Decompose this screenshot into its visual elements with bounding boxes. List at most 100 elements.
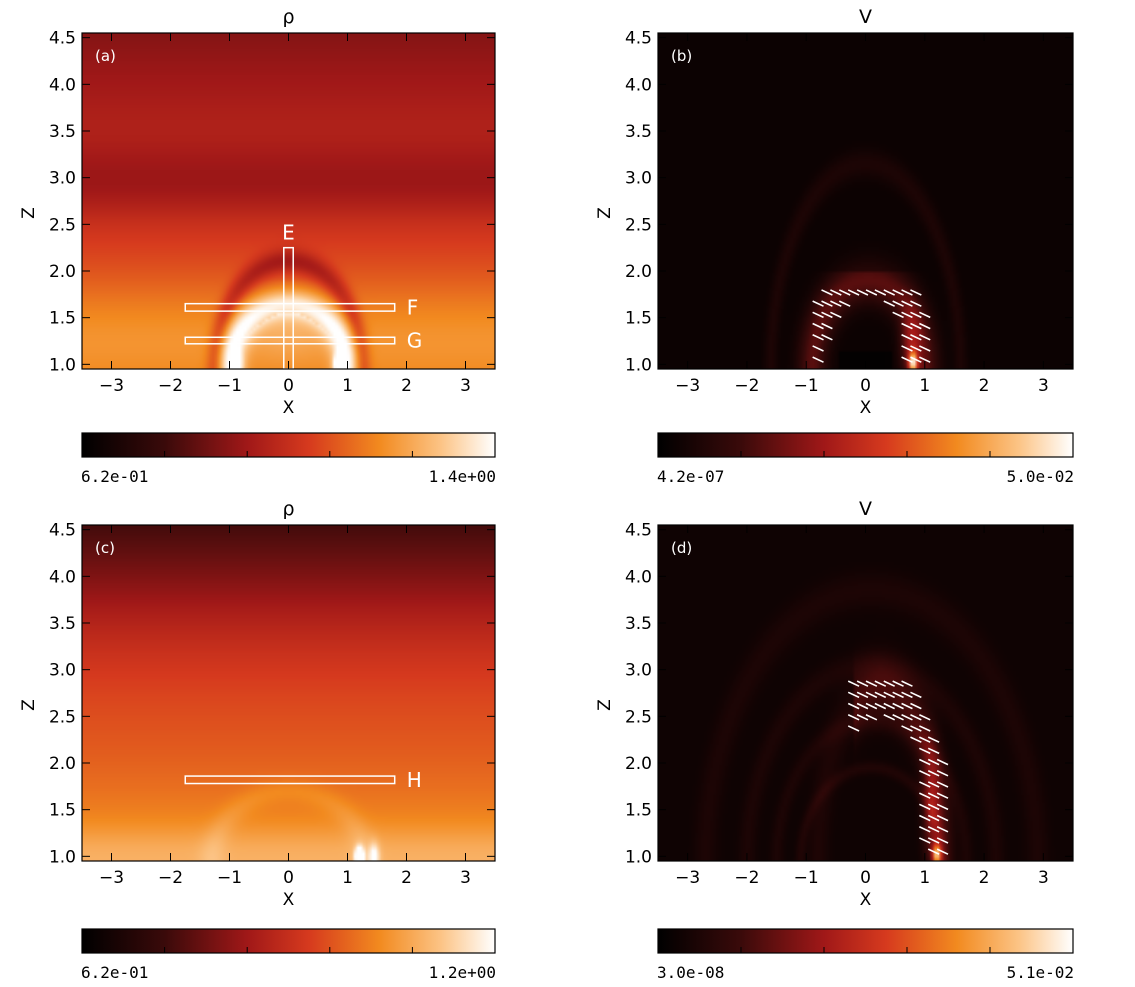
x-tick-label: 3: [1038, 868, 1049, 888]
y-tick-label: 2.0: [49, 262, 76, 282]
colorbar: [81, 928, 496, 954]
velocity-arrow: [812, 334, 824, 341]
velocity-arrow: [910, 289, 922, 296]
heatmap-image: [82, 525, 495, 861]
y-tick-label: 4.5: [49, 521, 76, 541]
y-tick-label: 4.0: [625, 567, 652, 587]
y-tick-label: 3.5: [625, 614, 652, 634]
panel-title: ρ: [282, 6, 294, 28]
velocity-arrow: [927, 758, 940, 766]
colorbar: [81, 432, 496, 458]
velocity-arrow: [901, 289, 913, 296]
velocity-arrow: [927, 848, 940, 855]
x-tick-label: 1: [342, 868, 353, 888]
x-tick-label: −1: [217, 376, 242, 396]
velocity-arrow: [901, 702, 913, 710]
velocity-arrow: [910, 311, 922, 319]
y-tick-label: 3.5: [49, 614, 76, 634]
x-tick-label: −3: [99, 868, 124, 888]
velocity-arrow: [919, 814, 931, 822]
velocity-arrow: [936, 758, 949, 766]
colorbar-min-label: 4.2e-07: [657, 467, 724, 486]
y-tick-label: 3.0: [625, 661, 652, 681]
y-tick-label: 3.0: [625, 169, 652, 189]
velocity-arrow: [865, 680, 878, 687]
heatmap-image: [658, 525, 1073, 861]
velocity-arrow: [883, 691, 895, 699]
x-tick-label: −2: [158, 868, 183, 888]
y-tick-label: 2.0: [49, 754, 76, 774]
region-box-g: [184, 336, 396, 345]
y-axis-label: Z: [595, 207, 615, 219]
region-label-e: E: [282, 221, 295, 245]
velocity-arrow: [936, 803, 949, 811]
velocity-arrow: [919, 826, 931, 833]
x-tick-label: 0: [860, 376, 871, 396]
panel-d: V (d) −3 −2 −1 0 1 2 3 1.0 1.5 2.0 2.5 3.0 3.5 4.0 4.5 X Z…: [595, 498, 1074, 982]
velocity-arrow: [919, 725, 931, 732]
velocity-arrow: [883, 289, 895, 296]
y-tick-label: 3.5: [49, 122, 76, 142]
velocity-arrow: [919, 747, 931, 755]
x-tick-label: 3: [1038, 376, 1049, 396]
velocity-arrow: [919, 311, 931, 319]
region-box-f: [184, 302, 396, 312]
velocity-arrow: [812, 311, 824, 319]
velocity-arrow: [892, 289, 904, 296]
y-tick-label: 1.5: [625, 309, 652, 329]
velocity-arrow: [919, 758, 931, 766]
y-tick-label: 2.0: [625, 262, 652, 282]
velocity-arrow: [910, 691, 922, 699]
x-tick-label: 2: [979, 376, 990, 396]
velocity-arrow: [901, 334, 913, 341]
velocity-arrow: [919, 837, 931, 844]
velocity-arrow: [847, 691, 860, 699]
velocity-arrow: [892, 680, 904, 687]
velocity-arrow: [856, 702, 869, 710]
velocity-arrow: [910, 702, 922, 710]
x-tick-label: 2: [401, 868, 412, 888]
x-axis-label: X: [860, 890, 872, 910]
y-tick-label: 2.5: [625, 707, 652, 727]
velocity-arrow: [830, 300, 842, 307]
velocity-arrow: [821, 311, 833, 319]
y-tick-label: 3.5: [625, 122, 652, 142]
velocity-arrow: [821, 334, 833, 341]
velocity-arrow: [892, 702, 904, 710]
y-tick-label: 3.0: [49, 661, 76, 681]
velocity-arrow: [821, 289, 833, 296]
velocity-arrow: [883, 300, 895, 307]
velocity-arrow: [874, 702, 887, 710]
x-axis-label: X: [283, 398, 295, 418]
y-tick-label: 2.5: [49, 707, 76, 727]
velocity-arrow: [883, 714, 895, 721]
velocity-arrow: [901, 345, 913, 352]
y-tick-label: 4.5: [49, 29, 76, 49]
velocity-arrow: [812, 345, 824, 352]
velocity-arrow: [901, 680, 913, 687]
panel-label: (b): [671, 47, 692, 65]
velocity-arrow: [919, 322, 931, 330]
y-tick-label: 2.5: [625, 215, 652, 235]
y-tick-label: 4.0: [49, 567, 76, 587]
y-tick-label: 1.0: [49, 847, 76, 867]
velocity-arrow: [936, 826, 949, 833]
colorbar-min-label: 3.0e-08: [657, 963, 724, 982]
x-axis-label: X: [860, 398, 872, 418]
region-label-f: F: [407, 295, 419, 319]
x-tick-label: 0: [283, 868, 294, 888]
colorbar-max-label: 1.2e+00: [429, 963, 496, 982]
heatmap-image: [82, 33, 495, 369]
y-axis-label: Z: [595, 699, 615, 711]
y-tick-label: 4.0: [49, 75, 76, 95]
x-tick-label: 1: [919, 376, 930, 396]
colorbar: [657, 432, 1074, 458]
velocity-arrow: [821, 300, 833, 307]
velocity-arrow: [919, 792, 931, 799]
panel-label: (d): [671, 539, 692, 557]
colorbar-max-label: 5.0e-02: [1007, 467, 1074, 486]
region-label-g: G: [407, 329, 423, 353]
velocity-arrow: [830, 311, 842, 319]
velocity-arrow: [865, 714, 878, 721]
